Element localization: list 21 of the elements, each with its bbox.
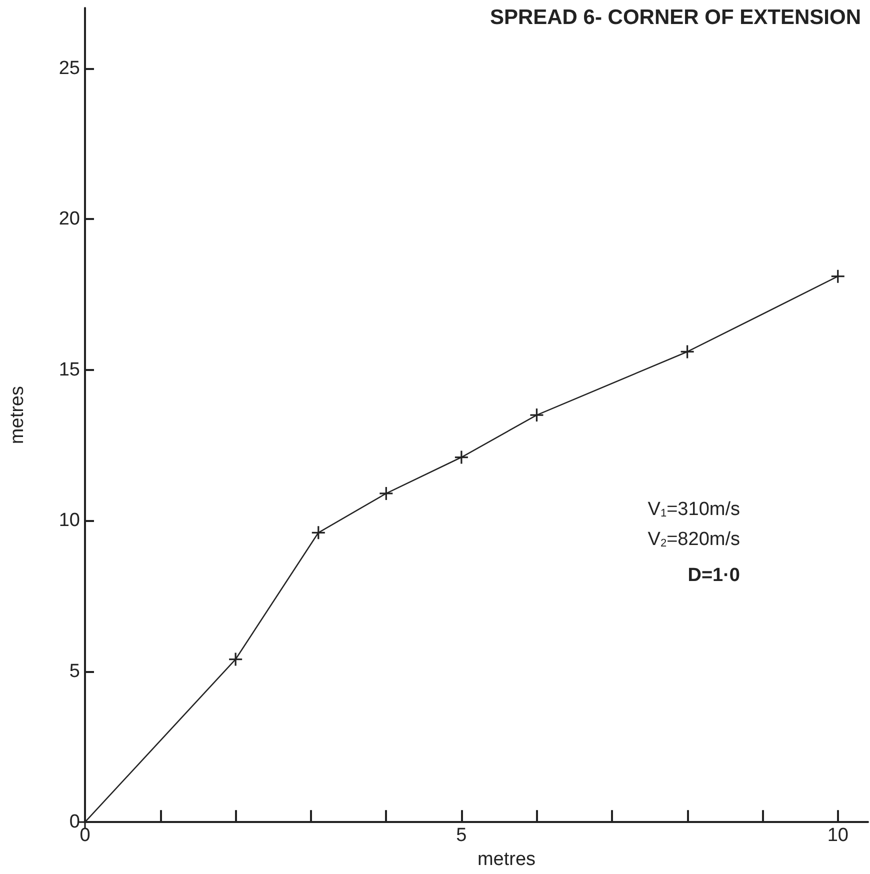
y-tick-label: 20 xyxy=(58,208,80,230)
annotation: V1=310m/s xyxy=(648,499,740,520)
y-tick-label: 0 xyxy=(69,812,80,833)
y-tick-label: 5 xyxy=(69,660,80,682)
point xyxy=(530,408,544,422)
chart-title: SPREAD 6- CORNER OF EXTENSION xyxy=(490,6,862,29)
annotation: V2=820m/s xyxy=(648,529,740,550)
point xyxy=(831,270,844,283)
point xyxy=(380,486,393,500)
point xyxy=(229,652,242,666)
y-tick-label: 10 xyxy=(58,510,80,532)
point xyxy=(312,526,325,540)
annotation: D=1·0 xyxy=(688,565,740,586)
y-tick-label: 15 xyxy=(58,359,80,380)
x-tick-label: 10 xyxy=(827,825,848,846)
point xyxy=(454,450,468,464)
x-tick-label: 5 xyxy=(456,825,467,846)
y-tick-label: 25 xyxy=(58,58,80,79)
point xyxy=(680,345,694,358)
y-axis-title: metres xyxy=(7,386,28,444)
x-axis-title: metres xyxy=(477,849,536,870)
